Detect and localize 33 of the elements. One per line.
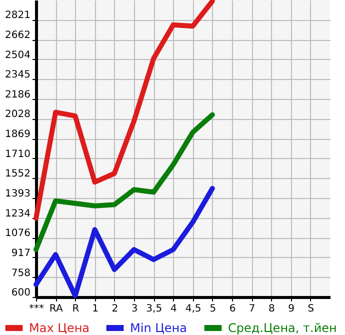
- y-tick-label: 917: [11, 248, 30, 259]
- x-tick-label: S: [308, 304, 314, 314]
- y-tick-label: 2186: [5, 90, 30, 100]
- x-tick-label: 3: [131, 304, 138, 314]
- y-tick-label: 1869: [5, 129, 30, 140]
- y-tick-label: 2504: [5, 50, 30, 61]
- y-tick-label: 2662: [5, 30, 30, 42]
- y-tick-label: 1076: [5, 228, 30, 240]
- x-tick-label: 6: [229, 304, 236, 314]
- y-tick-label: 2345: [5, 70, 30, 81]
- y-tick-label: 1393: [5, 188, 30, 200]
- x-tick-label: 4,5: [185, 304, 202, 314]
- x-tick-label: 5: [210, 304, 216, 314]
- x-tick-label: 1: [92, 304, 98, 314]
- y-tick-label: 2028: [5, 109, 30, 120]
- x-tick-label: RA: [49, 304, 63, 314]
- x-tick-label: 8: [268, 304, 275, 314]
- y-tick-label: 2821: [5, 10, 30, 22]
- y-tick-label: 1552: [5, 168, 30, 180]
- legend-label: Max Цена: [29, 321, 90, 335]
- y-tick-label: 758: [11, 268, 30, 279]
- x-tick-label: R: [72, 304, 80, 314]
- x-tick-label: 4: [170, 304, 177, 314]
- y-tick-label: 600: [11, 288, 30, 298]
- x-tick-label: 2: [112, 304, 118, 314]
- x-tick-label: ***: [29, 304, 44, 314]
- x-tick-label: 3,5: [146, 304, 162, 314]
- y-tick-label: 1710: [5, 148, 30, 160]
- y-tick-label: 1234: [5, 208, 30, 220]
- x-tick-label: 9: [288, 304, 294, 314]
- legend-label: Сред.Цена, т.йен: [228, 321, 337, 335]
- legend-label: Min Цена: [130, 321, 188, 335]
- x-tick-label: 7: [248, 304, 256, 314]
